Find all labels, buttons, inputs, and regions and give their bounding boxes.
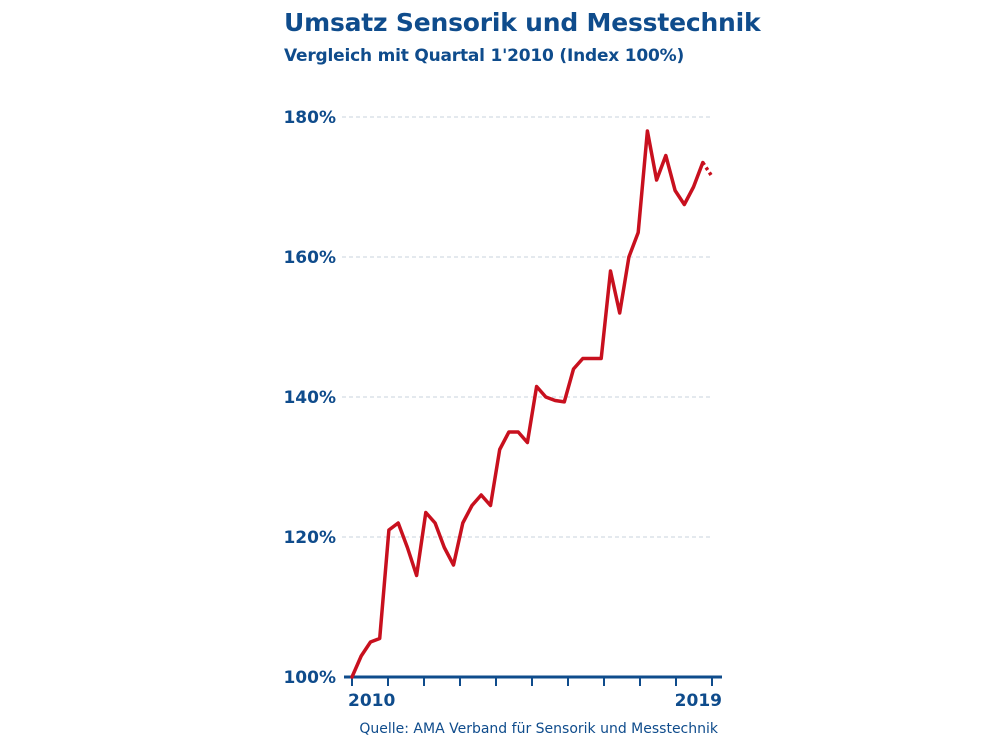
y-axis-tick-labels: 100% 120% 140% 160% 180%	[283, 108, 336, 688]
y-tick-label: 180%	[283, 108, 336, 128]
source-note: Quelle: AMA Verband für Sensorik und Mes…	[359, 721, 718, 737]
x-axis	[344, 675, 722, 686]
series-lines	[350, 129, 714, 679]
y-tick-label: 120%	[283, 528, 336, 548]
series-line	[350, 129, 705, 679]
gridlines	[342, 116, 712, 538]
chart-subtitle: Vergleich mit Quartal 1'2010 (Index 100%…	[284, 46, 685, 66]
x-tick-label: 2019	[675, 691, 722, 711]
x-tick-label: 2010	[348, 691, 395, 711]
y-tick-label: 140%	[283, 388, 336, 408]
series-line-forecast	[701, 161, 714, 178]
x-axis-tick-labels: 2010 2019	[348, 691, 722, 711]
y-tick-label: 160%	[283, 248, 336, 268]
chart-title: Umsatz Sensorik und Messtechnik	[284, 8, 761, 37]
y-tick-label: 100%	[283, 668, 336, 688]
